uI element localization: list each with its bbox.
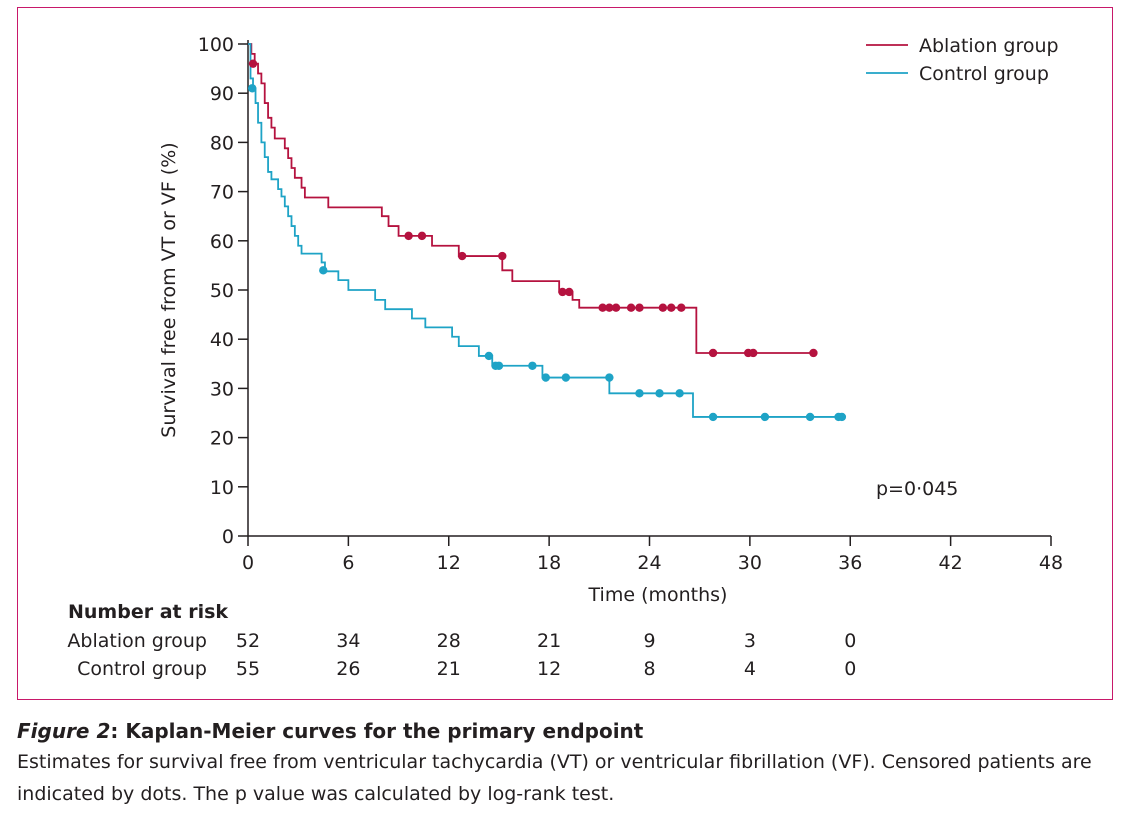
y-tick-label: 60	[210, 231, 234, 253]
figure-frame	[17, 7, 1113, 700]
y-tick-label: 100	[198, 34, 234, 56]
x-tick-label: 24	[637, 552, 661, 574]
x-tick-label: 18	[537, 552, 561, 574]
number-at-risk-table: Number at risk Ablation group 52 34 28 21 9 3 0 C…	[67, 601, 856, 680]
control-group-censor-dot	[541, 373, 550, 382]
ablation-group-censor-dot	[417, 231, 427, 241]
censor-markers	[247, 59, 847, 422]
risk-count: 12	[537, 658, 561, 680]
y-tick-label: 40	[210, 329, 234, 351]
risk-count: 34	[336, 630, 360, 652]
caption-body: Estimates for survival free from ventric…	[17, 751, 1092, 805]
figure-number: Figure 2	[17, 719, 111, 743]
risk-count: 28	[437, 630, 461, 652]
legend: Ablation group Control group	[866, 35, 1059, 85]
ablation-group-censor-dot	[611, 303, 621, 312]
control-group-curve	[248, 43, 841, 418]
control-group-censor-dot	[494, 361, 504, 370]
risk-count: 21	[537, 630, 561, 652]
y-axis-title: Survival free from VT or VF (%)	[158, 142, 180, 437]
ablation-group-censor-dot	[558, 287, 567, 297]
risk-count: 4	[744, 658, 756, 680]
y-tick-label: 0	[222, 526, 234, 548]
ablation-group-curve	[248, 43, 817, 354]
ablation-group-censor-dot	[598, 303, 607, 312]
control-group-censor-dot	[561, 373, 571, 382]
y-tick-label: 80	[210, 132, 234, 154]
caption-title: Figure 2: Kaplan-Meier curves for the pr…	[17, 716, 1117, 746]
ablation-group-censor-dot	[457, 251, 467, 261]
ablation-group-censor-dot	[498, 251, 507, 261]
risk-count: 0	[844, 658, 856, 680]
control-group-censor-dot	[675, 389, 684, 398]
ablation-group-censor-dot	[677, 303, 686, 312]
ablation-group-censor-dot	[635, 303, 644, 312]
y-tick-label: 90	[210, 83, 234, 105]
risk-row-label: Control group	[77, 658, 207, 680]
risk-table-title: Number at risk	[68, 601, 228, 623]
risk-count: 9	[643, 630, 655, 652]
control-group-censor-dot	[484, 351, 494, 361]
x-tick-label: 36	[838, 552, 862, 574]
control-group-censor-dot	[805, 412, 815, 422]
ablation-group-censor-dot	[404, 231, 413, 241]
survival-curves	[248, 43, 841, 418]
control-group-censor-dot	[760, 412, 770, 422]
p-value-annotation: p=0·045	[876, 478, 958, 500]
y-tick-label: 10	[210, 477, 234, 499]
y-tick-label: 50	[210, 280, 234, 302]
x-tick-label: 12	[437, 552, 461, 574]
ablation-group-censor-dot	[605, 303, 614, 312]
ablation-group-censor-dot	[565, 287, 574, 297]
ablation-group-censor-dot	[809, 348, 818, 358]
y-tick-label: 20	[210, 428, 234, 450]
caption-title-text: : Kaplan-Meier curves for the primary en…	[110, 719, 644, 743]
risk-count: 52	[236, 630, 260, 652]
risk-count: 26	[336, 658, 360, 680]
legend-label-control-group: Control group	[919, 63, 1049, 85]
risk-count: 8	[643, 658, 655, 680]
control-group-censor-dot	[528, 361, 537, 370]
ablation-group-censor-dot	[708, 348, 718, 358]
risk-count: 3	[744, 630, 756, 652]
control-group-censor-dot	[319, 266, 328, 275]
risk-row-label: Ablation group	[67, 630, 207, 652]
x-tick-label: 42	[939, 552, 963, 574]
control-group-censor-dot	[635, 389, 644, 398]
control-group-censor-dot	[655, 389, 664, 398]
risk-count: 21	[437, 658, 461, 680]
ablation-group-censor-dot	[658, 303, 668, 312]
control-group-censor-dot	[837, 412, 847, 422]
risk-count: 0	[844, 630, 856, 652]
control-group-censor-dot	[708, 412, 718, 422]
x-tick-label: 0	[242, 552, 254, 574]
x-tick-label: 30	[738, 552, 762, 574]
x-tick-label: 48	[1039, 552, 1063, 574]
y-tick-label: 70	[210, 182, 234, 204]
legend-label-ablation-group: Ablation group	[919, 35, 1059, 57]
y-tick-label: 30	[210, 378, 234, 400]
ablation-group-censor-dot	[749, 348, 758, 358]
risk-count: 55	[236, 658, 260, 680]
ablation-group-censor-dot	[667, 303, 676, 312]
control-group-censor-dot	[247, 84, 257, 93]
x-axis-title: Time (months)	[588, 584, 728, 606]
ablation-group-censor-dot	[626, 303, 636, 312]
figure-caption: Figure 2: Kaplan-Meier curves for the pr…	[17, 716, 1117, 810]
control-group-censor-dot	[605, 373, 614, 382]
x-tick-label: 6	[342, 552, 354, 574]
axes: 0 10 20 30 40 50 60 70 80 90 100 0 6 12 18 24 30 36 42 48	[198, 34, 1063, 574]
ablation-group-censor-dot	[248, 59, 258, 68]
